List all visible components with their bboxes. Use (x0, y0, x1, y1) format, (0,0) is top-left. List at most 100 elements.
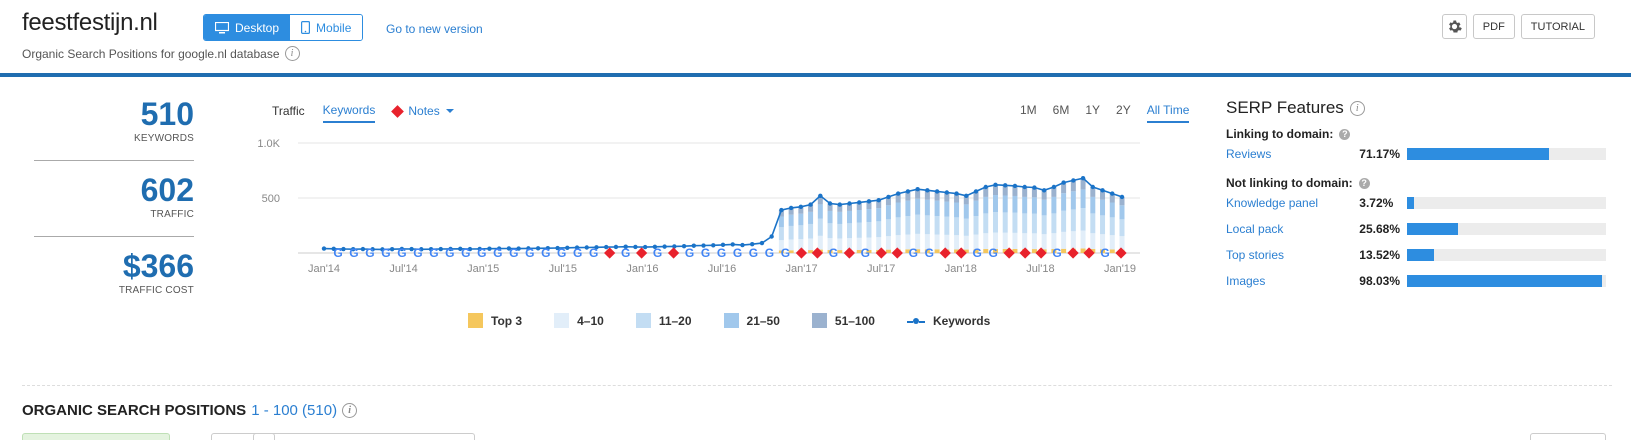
keywords-value[interactable]: 510 (140, 96, 194, 132)
header-divider (0, 73, 1631, 77)
tab-keywords[interactable]: Keywords (322, 103, 376, 123)
google-update-marker: G (365, 246, 374, 260)
stacked-bar-segment (1022, 187, 1028, 197)
google-update-marker: G (621, 246, 630, 260)
stacked-bar-segment (808, 250, 814, 253)
filter-button[interactable] (22, 433, 170, 440)
keywords-point (895, 191, 901, 196)
stacked-bar-segment (1090, 187, 1096, 197)
google-update-marker: G (733, 246, 742, 260)
google-update-marker: G (381, 246, 390, 260)
y-tick-label: 1.0K (257, 138, 280, 150)
info-icon[interactable]: i (284, 46, 300, 61)
range-tabs: 1M 6M 1Y 2Y All Time (1020, 103, 1190, 123)
range-2y[interactable]: 2Y (1116, 103, 1131, 117)
domain-title: feestfestijn.nl (22, 9, 158, 36)
stacked-bar-segment (1051, 249, 1057, 253)
keywords-point (1090, 184, 1096, 190)
pdf-button[interactable]: PDF (1472, 14, 1515, 39)
note-diamond-marker (795, 247, 808, 259)
new-version-link[interactable]: Go to new version (386, 22, 483, 36)
legend-4-10[interactable]: 4–10 (554, 313, 604, 328)
stacked-bar-segment (876, 208, 882, 222)
filter-select[interactable] (211, 433, 275, 440)
serp-feature-link[interactable]: Local pack (1226, 222, 1284, 236)
serp-feature-fill (1407, 197, 1415, 209)
range-6m[interactable]: 6M (1052, 103, 1070, 117)
keywords-point (983, 184, 988, 190)
info-icon[interactable]: i (1349, 100, 1365, 116)
stacked-bar-segment (1031, 187, 1037, 198)
serp-feature-link[interactable]: Knowledge panel (1226, 196, 1319, 210)
legend-51-100[interactable]: 51–100 (811, 313, 875, 328)
keywords-point (691, 243, 697, 248)
export-button[interactable] (1530, 433, 1606, 440)
legend-keywords[interactable]: Keywords (906, 314, 990, 328)
google-update-marker: G (973, 246, 982, 260)
filter-input[interactable] (253, 433, 475, 440)
stacked-bar-segment (992, 184, 998, 196)
stacked-bar-segment (983, 249, 989, 253)
serp-feature-link[interactable]: Images (1226, 274, 1266, 288)
stacked-bar-segment (827, 223, 833, 239)
stacked-bar-segment (837, 250, 843, 253)
range-all-time[interactable]: All Time (1146, 103, 1190, 123)
stacked-bar-segment (915, 214, 921, 234)
legend-21-50[interactable]: 21–50 (723, 313, 780, 328)
notes-dropdown[interactable]: Notes (391, 104, 454, 122)
tab-traffic[interactable]: Traffic (272, 104, 305, 118)
serp-feature-link[interactable]: Top stories (1226, 248, 1285, 262)
serp-feature-link[interactable]: Reviews (1226, 147, 1272, 161)
google-update-marker: G (781, 246, 790, 260)
stacked-bar-segment (924, 234, 930, 250)
keywords-point (1003, 183, 1008, 188)
stacked-bar-segment (1002, 248, 1008, 253)
organic-range[interactable]: 1 - 100 (510) (251, 402, 338, 419)
range-1m[interactable]: 1M (1020, 103, 1037, 117)
stacked-bar-segment (798, 225, 804, 240)
help-icon[interactable]: ? (1358, 177, 1370, 189)
stacked-bar-segment (1012, 212, 1018, 233)
stacked-bar-segment (788, 239, 794, 251)
help-icon[interactable]: ? (1339, 128, 1351, 140)
keywords-point (467, 246, 473, 252)
keywords-point (964, 193, 969, 198)
keywords-point (613, 244, 619, 250)
stacked-bar-segment (973, 234, 979, 250)
legend-top3[interactable]: Top 3 (468, 313, 522, 328)
traffic-cost-value[interactable]: $366 (122, 248, 194, 284)
mobile-button[interactable]: Mobile (290, 15, 363, 40)
keywords-point (1032, 185, 1037, 190)
stacked-bar-segment (817, 235, 823, 250)
stacked-bar-segment (905, 191, 911, 201)
keywords-point (1012, 183, 1018, 189)
gear-icon (1448, 20, 1462, 33)
stacked-bar-segment (817, 195, 823, 205)
stacked-bar-segment (954, 217, 960, 236)
stacked-bar-segment (1031, 233, 1037, 250)
google-update-marker: G (861, 246, 870, 260)
keywords-point (535, 246, 541, 251)
stacked-bar-segment (1109, 202, 1115, 218)
serp-feature-bar (1407, 223, 1606, 235)
tutorial-button[interactable]: TUTORIAL (1520, 14, 1595, 39)
legend-11-20[interactable]: 11–20 (635, 313, 692, 328)
stacked-bar-segment (788, 214, 794, 226)
range-1y[interactable]: 1Y (1085, 103, 1101, 117)
desktop-button[interactable]: Desktop (204, 15, 291, 40)
stacked-bar-segment (1100, 249, 1106, 253)
settings-button[interactable] (1441, 14, 1467, 39)
stacked-bar-segment (1012, 185, 1018, 196)
stacked-bar-segment (1070, 180, 1076, 192)
keywords-metric: 510 KEYWORDS (34, 98, 194, 144)
traffic-value[interactable]: 602 (140, 172, 194, 208)
stacked-bar-segment (963, 204, 969, 219)
keywords-point (954, 191, 959, 196)
stacked-bar-segment (788, 225, 794, 240)
info-icon[interactable]: i (342, 403, 358, 418)
google-update-marker: G (493, 246, 502, 260)
note-diamond-marker (1019, 247, 1031, 259)
legend-swatch (811, 313, 827, 328)
note-diamond-marker (1035, 247, 1047, 259)
keywords-point (487, 246, 492, 251)
